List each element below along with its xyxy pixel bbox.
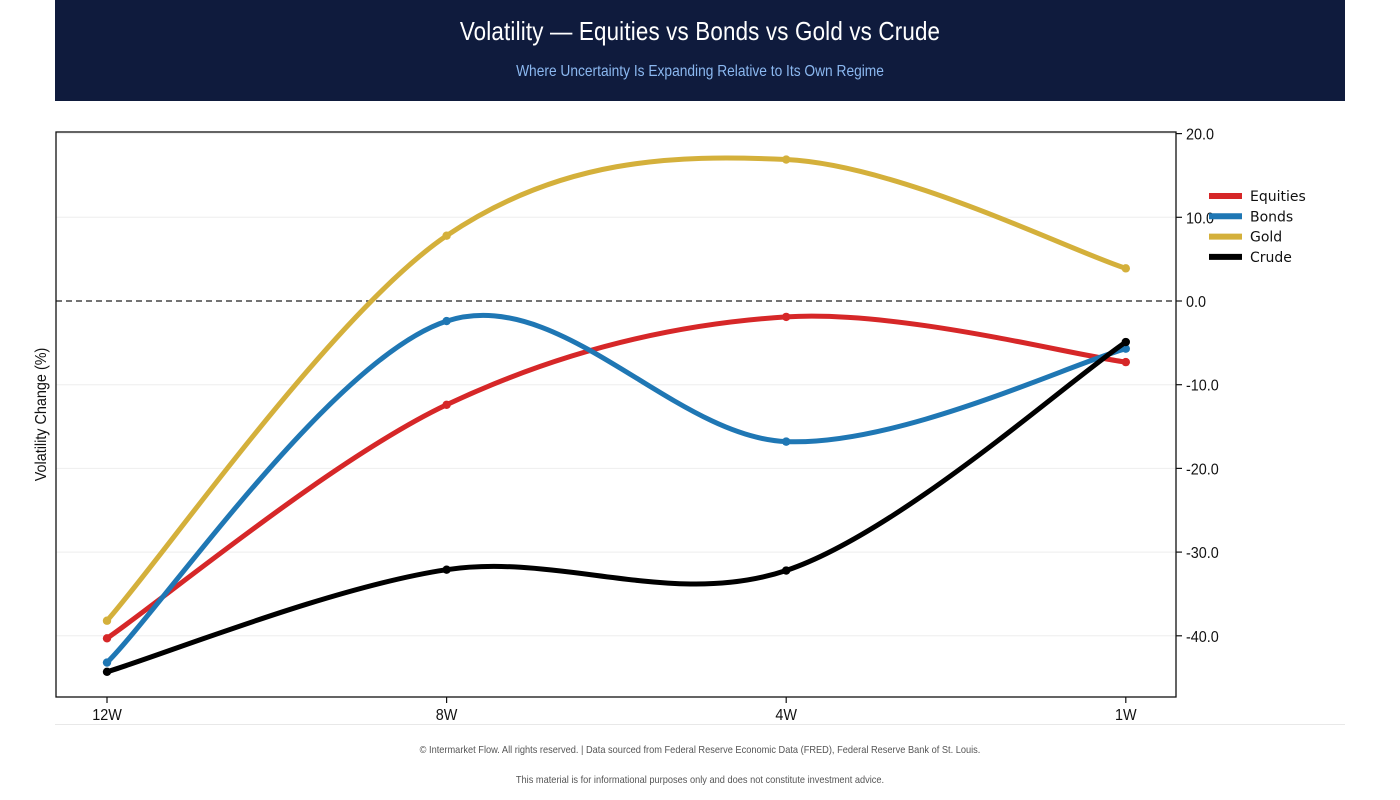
data-point-equities-12w: [102, 634, 112, 643]
y-axis-ticks: -40.0 -30.0 -20.0 -10.0 0.0 10.0 20.0: [1176, 126, 1219, 646]
y-tick-label: 0.0: [1186, 293, 1206, 311]
data-point-gold-12w: [102, 616, 112, 625]
footer-copyright: © Intermarket Flow. All rights reserved.…: [419, 744, 981, 756]
y-tick-label: -30.0: [1186, 544, 1219, 562]
series-line-equities: [104, 313, 1129, 641]
data-point-gold-4w: [782, 155, 791, 164]
chart-title: Volatility — Equities vs Bonds vs Gold v…: [459, 16, 941, 46]
x-tick-label: 8W: [436, 706, 458, 724]
series-line-gold: [104, 155, 1129, 624]
series-bonds: [102, 312, 1131, 667]
legend-label-crude: Crude: [1250, 250, 1292, 266]
grid-lines: [56, 133, 1176, 637]
y-tick-label: 10.0: [1186, 210, 1214, 228]
y-tick-label: -10.0: [1186, 377, 1219, 395]
plot-frame: [55, 131, 1177, 698]
data-point-equities-1w: [1121, 357, 1131, 367]
series-line-crude: [104, 339, 1129, 675]
data-point-bonds-1w: [1121, 344, 1131, 353]
data-point-gold-8w: [442, 231, 451, 240]
data-point-crude-8w: [442, 565, 451, 574]
y-axis-label: Volatility Change (%): [32, 348, 50, 482]
legend-label-gold: Gold: [1250, 230, 1282, 246]
data-point-bonds-4w: [782, 437, 791, 446]
chart-legend: Equities Bonds Gold Crude: [1209, 189, 1306, 266]
y-tick-label: -40.0: [1186, 628, 1219, 646]
series-gold: [102, 155, 1131, 625]
series-equities: [102, 312, 1131, 643]
x-tick-label: 1W: [1115, 706, 1137, 724]
chart-subtitle: Where Uncertainty Is Expanding Relative …: [516, 63, 884, 80]
x-axis-ticks: 12W 8W 4W 1W: [92, 697, 1137, 724]
series-crude: [102, 337, 1131, 676]
data-point-equities-8w: [442, 400, 451, 409]
data-point-bonds-12w: [102, 658, 112, 667]
data-point-gold-1w: [1121, 264, 1131, 273]
data-point-crude-12w: [102, 667, 112, 676]
x-tick-label: 12W: [92, 706, 122, 724]
footer-disclaimer: This material is for informational purpo…: [515, 774, 885, 786]
legend-label-equities: Equities: [1250, 189, 1306, 205]
series-lines: [102, 155, 1131, 676]
data-point-crude-1w: [1121, 337, 1131, 347]
data-point-bonds-8w: [442, 316, 451, 326]
data-point-crude-4w: [782, 566, 791, 575]
legend-label-bonds: Bonds: [1250, 209, 1293, 225]
y-tick-label: -20.0: [1186, 461, 1219, 479]
data-point-equities-4w: [782, 312, 791, 322]
y-tick-label: 20.0: [1186, 126, 1214, 144]
series-line-bonds: [104, 312, 1129, 666]
x-tick-label: 4W: [775, 706, 797, 724]
footer-divider: [55, 724, 1345, 725]
chart-header: Volatility — Equities vs Bonds vs Gold v…: [55, 0, 1345, 101]
